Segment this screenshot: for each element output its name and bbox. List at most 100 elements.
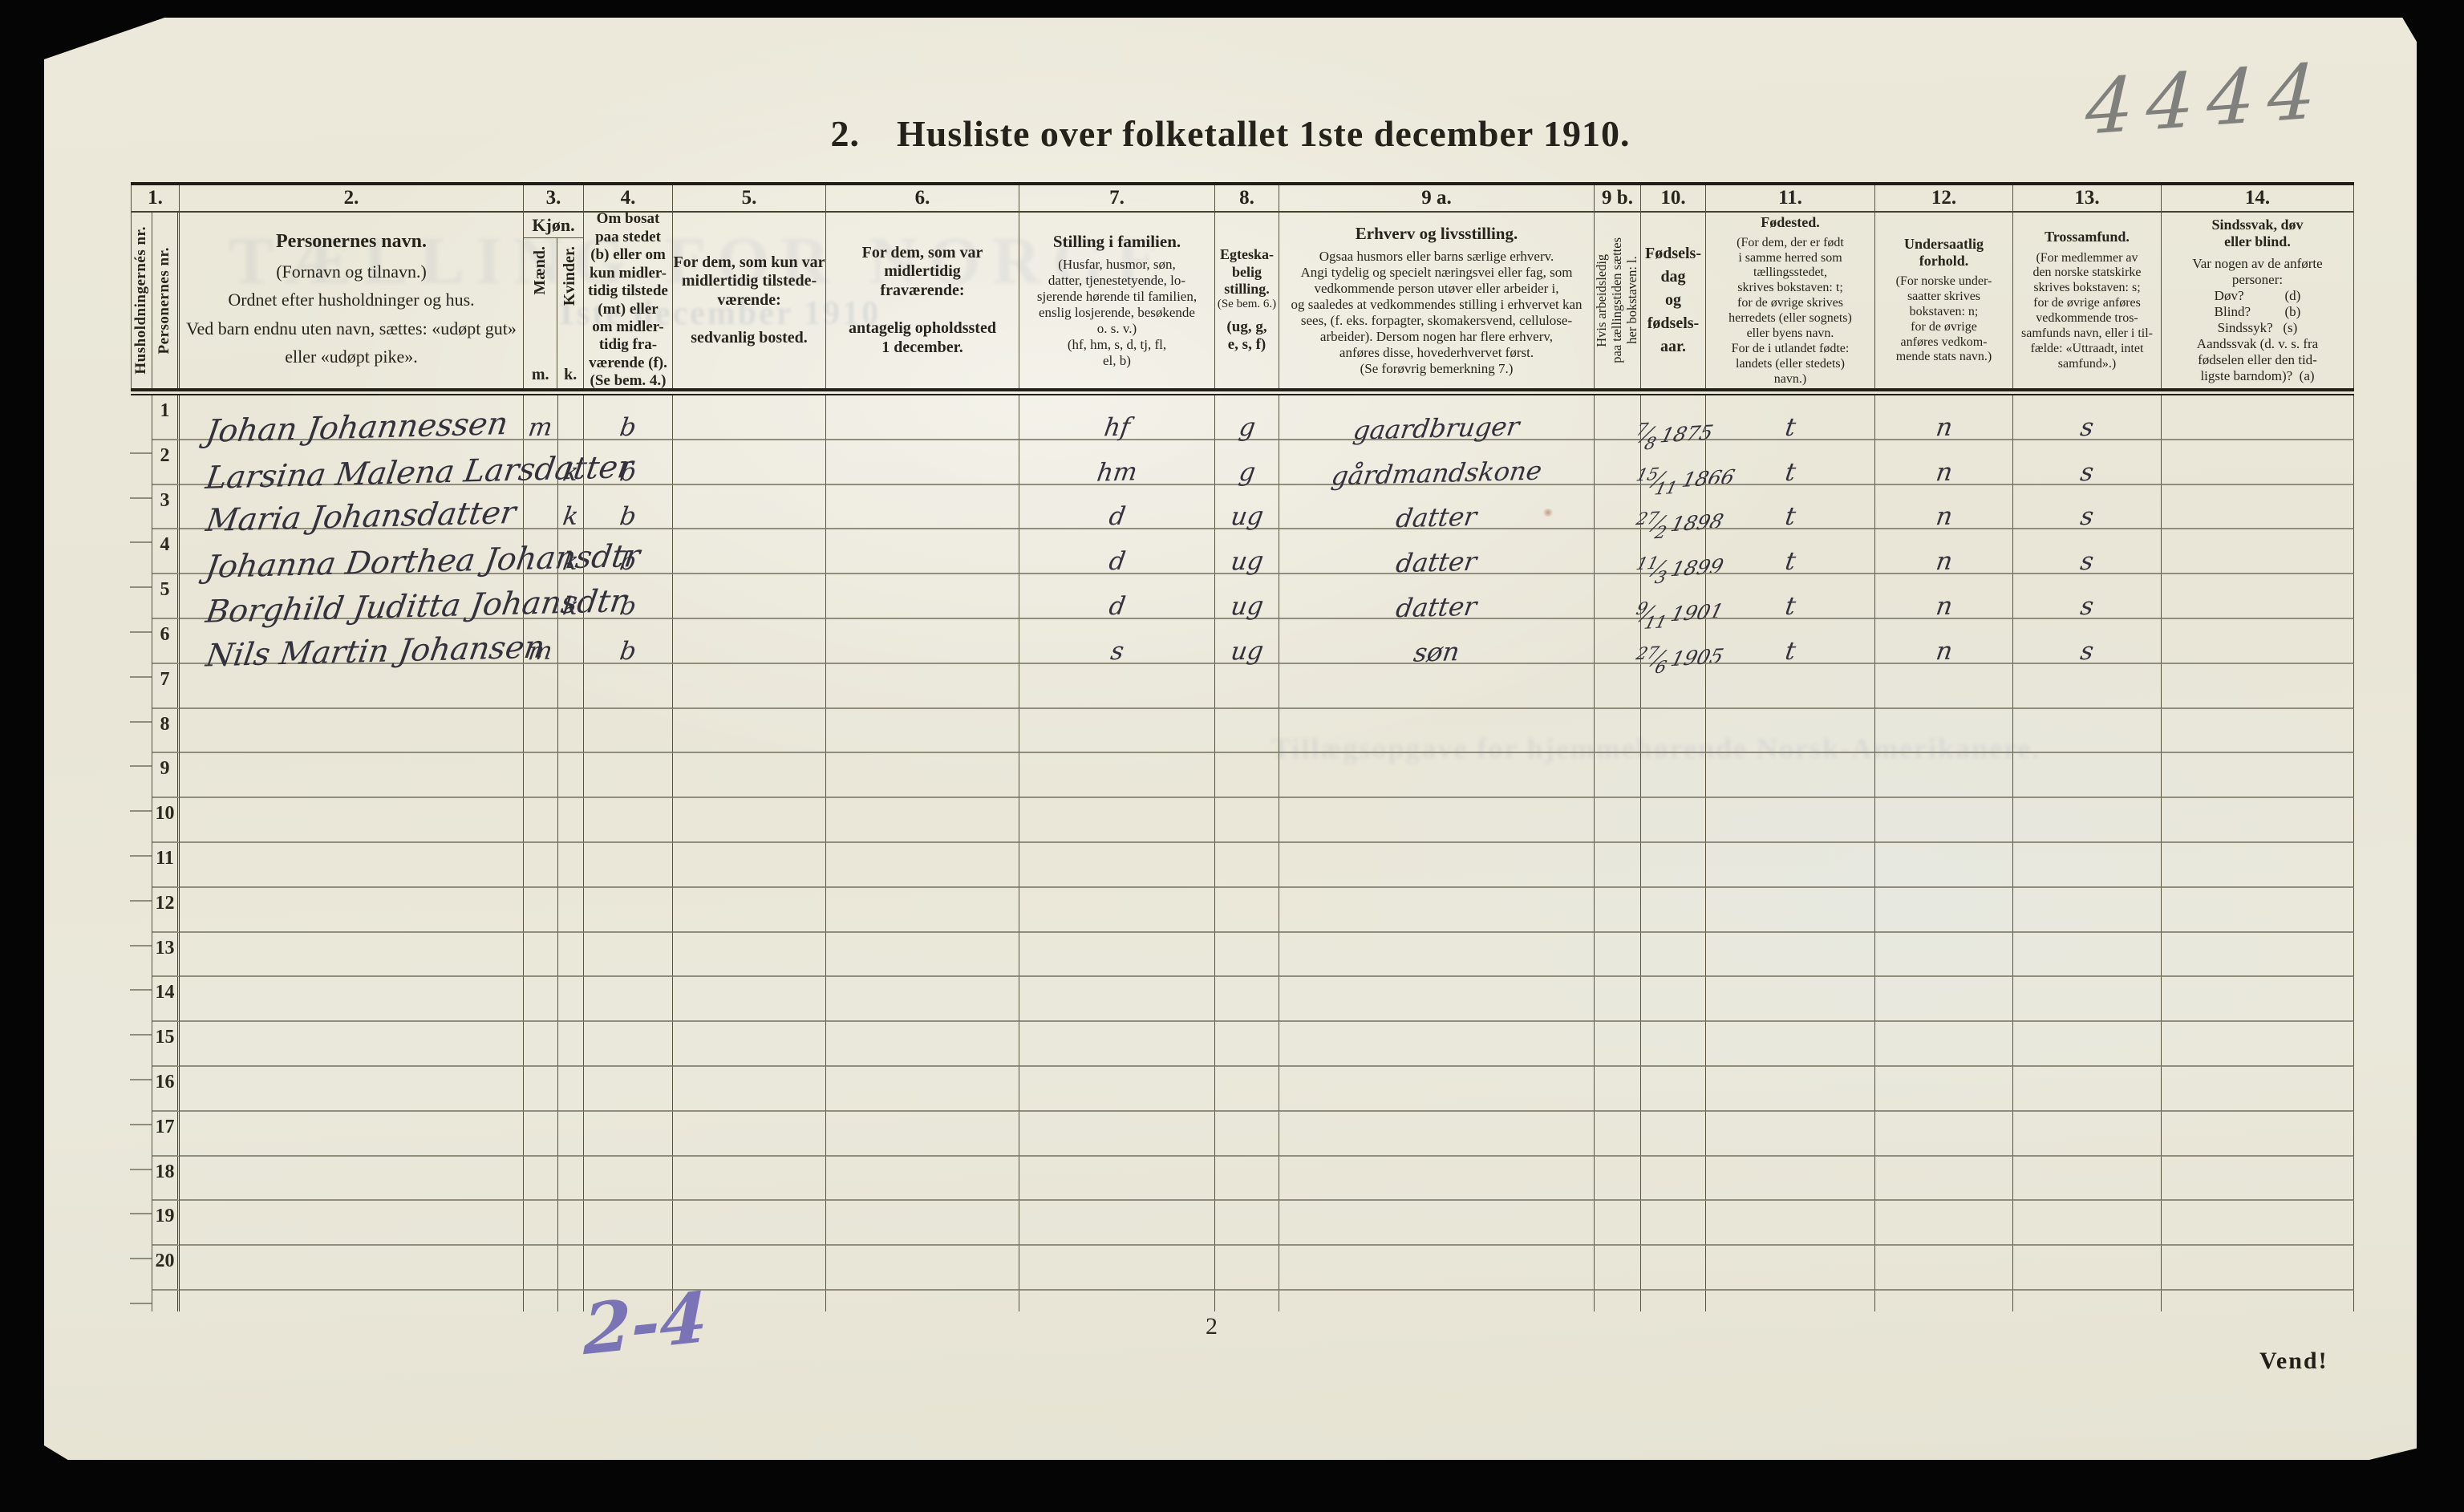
cell-marital-status [1215,708,1279,754]
cell-residency [584,753,673,799]
cell-residency [584,708,673,754]
cell-birthdate [1641,1111,1706,1157]
cell-marital-status [1215,798,1279,843]
cell-sex-female [558,977,584,1023]
cell-person-number: 7 [152,663,180,709]
cell-family-position [1019,1022,1215,1067]
table-row: 14 [130,977,2354,1036]
header-sex: Kjøn. Mænd. m. Kvinder. k. [524,213,584,388]
colnum-6: 6. [826,185,1019,213]
cell-sex-female [558,753,584,799]
cell-residency [584,932,673,978]
cell-disabilities [2162,1066,2354,1112]
cell-household-number [130,484,152,544]
header-number-row: 1. 2. 3. 4. 5. 6. 7. 8. 9 a. 9 b. 10. 11… [131,182,2354,213]
cell-residency: b [584,618,673,666]
cell-household-number [130,440,152,499]
cell-birthplace [1706,1022,1875,1067]
page-number: 2 [1206,1313,1218,1340]
table-row: 8 [130,708,2354,768]
cell-birthplace: t [1706,484,1875,532]
cell-sex-female [558,1022,584,1067]
cell-sex-female [558,798,584,843]
cell-name [180,932,524,978]
cell-marital-status [1215,1201,1279,1246]
cell-religion [2013,1201,2162,1246]
cell-name: Nils Martin Johansen [180,618,547,674]
cell-residency [584,842,673,888]
cell-birthplace [1706,842,1875,888]
cell-unemployed [1595,1111,1641,1157]
cell-sex-male [524,529,558,575]
colnum-1: 1. [131,185,180,213]
cell-sex-male: m [524,618,558,666]
cell-disabilities [2162,618,2354,664]
header-religion: Trossamfund. (For medlemmer av den norsk… [2013,213,2162,388]
table-row: 18 [130,1156,2354,1215]
cell-citizenship [1875,1156,2013,1202]
cell-name [180,798,524,843]
cell-household-number [130,887,152,947]
cell-person-number: 14 [152,977,180,1023]
cell-occupation [1279,1066,1595,1112]
cell-citizenship [1875,708,2013,754]
cell-sex-male: m [524,395,558,442]
cell-unemployed [1595,1201,1641,1246]
cell-sex-male [524,708,558,754]
cell-religion [2013,708,2162,754]
cell-occupation [1279,1156,1595,1202]
cell-sex-female [558,395,584,440]
cell-disabilities [2162,1201,2354,1246]
table-row: 4 Johanna Dorthea Johansdtr k b d ug dat… [130,529,2354,588]
cell-marital-status: ug [1215,484,1279,532]
cell-occupation: datter [1279,574,1595,623]
cell-usual-residence [673,1201,826,1246]
cell-usual-residence [673,842,826,888]
page-title-text: Husliste over folketallet 1ste december … [896,113,1631,154]
cell-family-position [1019,1201,1215,1246]
handwritten-blue-mark: 2-4 [583,1276,707,1372]
table-row: 5 Borghild Juditta Johansdtr k b d ug da… [130,574,2354,633]
colnum-13: 13. [2013,185,2162,213]
cell-disabilities [2162,529,2354,575]
cell-sex-female: k [558,529,584,576]
cell-person-number: 10 [152,798,180,843]
cell-residency [584,887,673,933]
cell-birthplace [1706,663,1875,709]
cell-religion: s [2013,618,2162,666]
colnum-11: 11. [1706,185,1875,213]
cell-name: Johan Johannessen [180,395,524,450]
header-birthplace: Fødested. (For dem, der er født i samme … [1706,213,1875,388]
cell-citizenship [1875,1201,2013,1246]
colnum-3: 3. [524,185,584,213]
cell-citizenship [1875,1111,2013,1157]
cell-person-number: 12 [152,887,180,933]
ink-stain [1542,509,1554,517]
cell-citizenship [1875,977,2013,1023]
cell-person-number: 3 [152,484,180,530]
cell-religion [2013,887,2162,933]
cell-sex-female [558,932,584,978]
header-name: Personernes navn. (Fornavn og tilnavn.) … [180,213,524,388]
table-row: 16 [130,1066,2354,1125]
cell-birthdate: 9⁄111901 [1634,574,1726,633]
colnum-9a: 9 a. [1279,185,1595,213]
cell-family-position [1019,1246,1215,1291]
cell-sex-female [558,1111,584,1157]
cell-unemployed [1595,440,1641,485]
cell-household-number [130,618,152,678]
cell-usual-residence [673,932,826,978]
table-row: 1 Johan Johannessen m b hf g gaardbruger… [130,395,2354,454]
cell-sex-male [524,1156,558,1202]
cell-birthdate: 11⁄31899 [1634,529,1726,587]
cell-occupation [1279,1246,1595,1291]
cell-unemployed [1595,395,1641,440]
page-title: 2. Husliste over folketallet 1ste decembe… [44,112,2417,155]
table-row: 17 [130,1111,2354,1170]
cell-religion: s [2013,529,2162,576]
cell-household-number [130,1246,152,1304]
cell-absent-location [826,440,1019,485]
cell-family-position [1019,1111,1215,1157]
cell-residency [584,1201,673,1246]
cell-household-number [130,932,152,991]
